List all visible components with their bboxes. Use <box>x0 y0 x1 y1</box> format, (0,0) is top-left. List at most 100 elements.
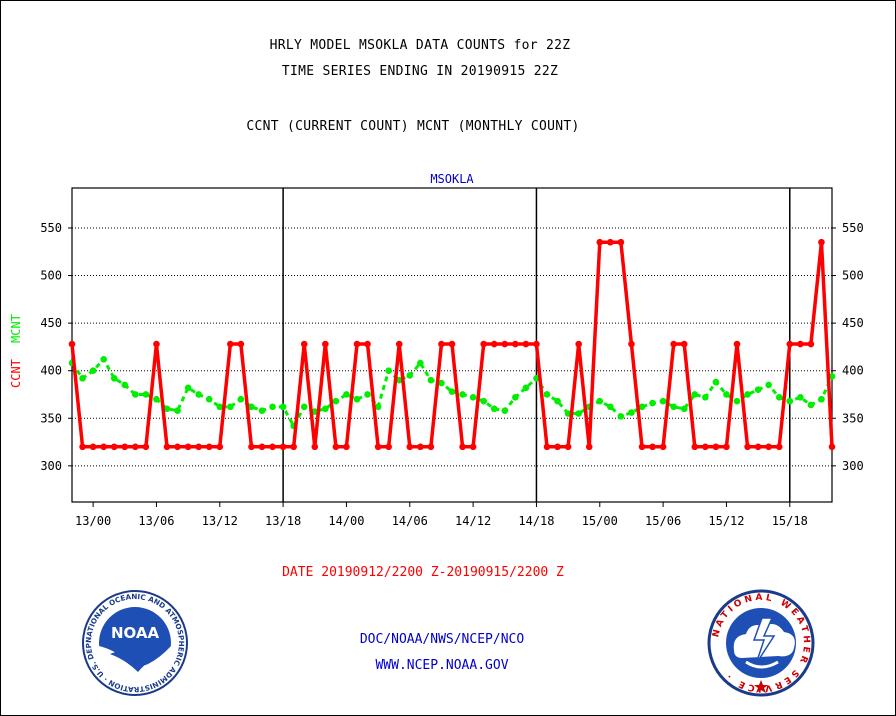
data-point-ccnt <box>543 443 551 451</box>
data-point-ccnt <box>332 443 340 451</box>
data-point-mcnt <box>649 399 656 407</box>
data-point-ccnt <box>205 443 213 451</box>
data-point-mcnt <box>797 394 804 401</box>
data-point-mcnt <box>659 397 667 405</box>
data-point-mcnt <box>818 395 825 403</box>
data-point-ccnt <box>227 340 234 348</box>
data-point-mcnt <box>575 410 582 417</box>
data-point-mcnt <box>364 391 371 398</box>
data-point-ccnt <box>533 340 540 348</box>
data-point-ccnt <box>364 340 371 348</box>
data-point-mcnt <box>702 394 709 401</box>
data-point-mcnt <box>300 403 308 411</box>
data-point-ccnt <box>765 443 772 451</box>
data-point-ccnt <box>744 443 751 451</box>
data-point-mcnt <box>480 397 487 405</box>
data-point-mcnt <box>438 379 445 387</box>
data-point-mcnt <box>121 381 129 389</box>
data-point-ccnt <box>659 443 667 451</box>
data-point-mcnt <box>184 384 192 392</box>
x-tick-label: 13/06 <box>138 514 174 528</box>
data-point-mcnt <box>216 403 224 411</box>
x-tick-label: 14/12 <box>455 514 491 528</box>
y-tick-label-left: 500 <box>40 269 62 283</box>
data-point-mcnt <box>205 395 213 403</box>
x-tick-label: 14/06 <box>392 514 428 528</box>
chart-title-line3: CCNT (CURRENT COUNT) MCNT (MONTHLY COUNT… <box>246 119 580 134</box>
data-point-ccnt <box>216 443 224 451</box>
data-point-ccnt <box>469 443 477 451</box>
data-point-mcnt <box>501 407 509 414</box>
data-point-mcnt <box>374 403 382 411</box>
data-point-mcnt <box>512 394 519 401</box>
y-tick-label-right: 500 <box>842 269 864 283</box>
y-tick-label-right: 400 <box>842 364 864 378</box>
data-point-mcnt <box>174 407 181 414</box>
data-point-mcnt <box>807 401 815 409</box>
data-point-mcnt <box>786 397 794 405</box>
x-tick-label: 15/00 <box>582 514 618 528</box>
data-point-ccnt <box>501 340 509 348</box>
y-tick-label-left: 450 <box>40 316 62 330</box>
data-point-mcnt <box>754 386 762 394</box>
data-point-ccnt <box>248 443 255 451</box>
data-point-mcnt <box>100 355 107 363</box>
chart-title-line1: HRLY MODEL MSOKLA DATA COUNTS for 22Z <box>269 38 571 53</box>
y-tick-label-right: 350 <box>842 411 864 425</box>
data-point-ccnt <box>269 443 276 451</box>
data-point-mcnt <box>490 405 498 413</box>
data-point-ccnt <box>174 443 181 451</box>
data-point-ccnt <box>258 443 266 451</box>
x-tick-label: 13/18 <box>265 514 301 528</box>
data-point-ccnt <box>575 340 582 348</box>
data-point-mcnt <box>775 394 783 401</box>
data-point-ccnt <box>438 340 445 348</box>
data-point-ccnt <box>417 443 424 451</box>
data-point-mcnt <box>744 391 751 398</box>
data-point-mcnt <box>628 409 635 416</box>
data-point-mcnt <box>237 395 245 403</box>
data-point-ccnt <box>153 340 160 348</box>
data-point-mcnt <box>269 403 276 411</box>
data-point-mcnt <box>322 405 329 413</box>
data-point-ccnt <box>628 340 635 348</box>
data-point-mcnt <box>522 384 530 392</box>
data-point-mcnt <box>195 391 202 398</box>
data-point-mcnt <box>79 375 86 382</box>
data-point-ccnt <box>322 340 329 348</box>
data-point-ccnt <box>459 443 466 451</box>
data-point-ccnt <box>448 340 456 348</box>
data-point-mcnt <box>617 413 625 420</box>
data-point-ccnt <box>406 443 414 451</box>
noaa-logo-icon: NATIONAL OCEANIC AND ATMOSPHERIC ADMINIS… <box>80 588 188 696</box>
x-tick-label: 15/06 <box>645 514 681 528</box>
data-point-mcnt <box>469 394 477 401</box>
data-point-ccnt <box>79 443 86 451</box>
data-point-ccnt <box>786 340 794 348</box>
data-point-mcnt <box>417 359 424 367</box>
data-point-mcnt <box>132 391 139 398</box>
data-point-ccnt <box>279 443 287 451</box>
y-tick-label-left: 400 <box>40 364 62 378</box>
data-point-mcnt <box>332 397 340 405</box>
data-point-ccnt <box>68 340 76 348</box>
data-point-mcnt <box>89 367 97 374</box>
data-point-ccnt <box>712 443 720 451</box>
plot-title: MSOKLA <box>430 172 474 186</box>
data-point-ccnt <box>480 340 487 348</box>
data-point-ccnt <box>195 443 202 451</box>
y-tick-label-right: 300 <box>842 459 864 473</box>
data-point-ccnt <box>733 340 741 348</box>
data-point-ccnt <box>638 443 646 451</box>
data-point-mcnt <box>691 391 699 398</box>
y-tick-label-right: 450 <box>842 316 864 330</box>
data-point-ccnt <box>300 340 308 348</box>
data-point-mcnt <box>279 403 287 411</box>
data-point-mcnt <box>723 391 730 398</box>
data-point-ccnt <box>311 443 319 451</box>
data-point-ccnt <box>775 443 783 451</box>
y-axis-label-ccnt: CCNT <box>9 359 23 388</box>
x-tick-label: 14/18 <box>518 514 554 528</box>
noaa-logo-text: NOAA <box>111 624 160 642</box>
data-point-ccnt <box>754 443 762 451</box>
